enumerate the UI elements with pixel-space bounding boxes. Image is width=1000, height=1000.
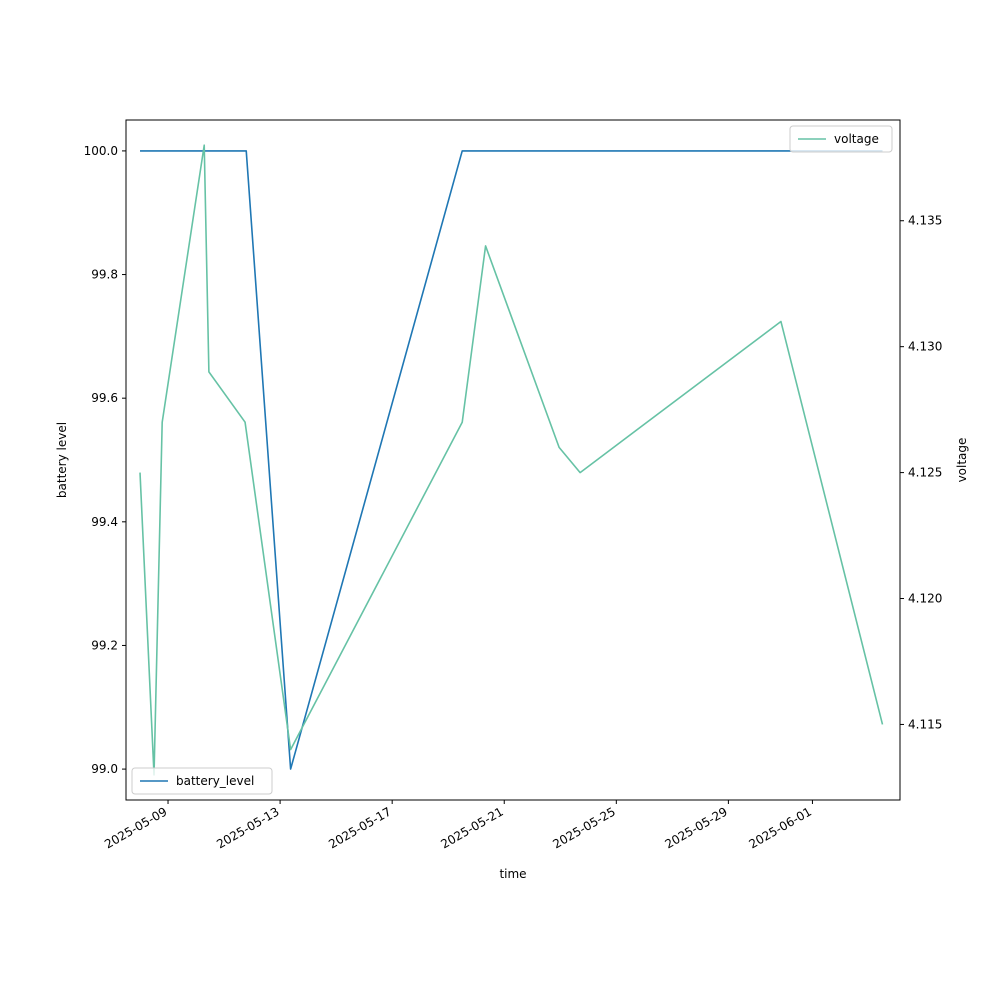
y-left-tick-label: 99.2 bbox=[91, 638, 118, 652]
y-left-tick-label: 99.8 bbox=[91, 268, 118, 282]
y-left-tick-label: 99.0 bbox=[91, 762, 118, 776]
y-right-tick-label: 4.120 bbox=[908, 592, 942, 606]
y-axis-left-title: battery level bbox=[55, 422, 69, 498]
plot-frame bbox=[125, 119, 901, 801]
legend-battery-level: battery_level bbox=[131, 767, 273, 795]
y-axis-left: 99.0 99.2 99.4 99.6 99.8 100.0 bbox=[84, 144, 126, 776]
y-left-tick-label: 99.4 bbox=[91, 515, 118, 529]
y-right-tick-label: 4.115 bbox=[908, 717, 942, 731]
y-right-tick-label: 4.125 bbox=[908, 466, 942, 480]
y-axis-right-title: voltage bbox=[955, 438, 969, 483]
legend-layer: battery_level voltage bbox=[131, 125, 893, 795]
legend-box bbox=[131, 767, 273, 795]
legend-box bbox=[789, 125, 893, 153]
series-line-battery-level bbox=[140, 150, 883, 770]
y-left-tick-label: 99.6 bbox=[91, 391, 118, 405]
legend-voltage: voltage bbox=[789, 125, 893, 153]
y-axis-right: 4.115 4.120 4.125 4.130 4.135 bbox=[900, 214, 942, 731]
series-layer bbox=[139, 144, 884, 776]
y-left-tick-label: 100.0 bbox=[84, 144, 118, 158]
series-line-voltage bbox=[139, 144, 884, 776]
y-right-tick-label: 4.130 bbox=[908, 340, 942, 354]
legend-label: voltage bbox=[834, 132, 879, 146]
x-axis-title: time bbox=[499, 867, 526, 881]
y-right-tick-label: 4.135 bbox=[908, 214, 942, 228]
legend-label: battery_level bbox=[176, 774, 254, 788]
